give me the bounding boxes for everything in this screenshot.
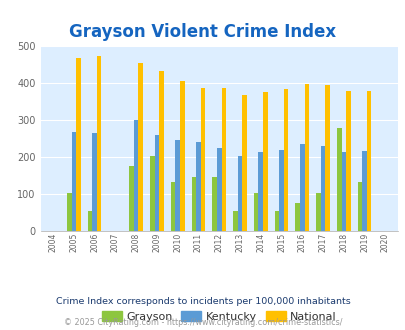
Bar xyxy=(97,56,101,231)
Text: Crime Index corresponds to incidents per 100,000 inhabitants: Crime Index corresponds to incidents per… xyxy=(55,297,350,307)
Bar xyxy=(71,132,76,231)
Bar xyxy=(366,91,371,231)
Bar xyxy=(258,151,262,231)
Bar xyxy=(299,144,304,231)
Bar xyxy=(134,120,138,231)
Bar xyxy=(87,212,92,231)
Bar xyxy=(159,71,163,231)
Bar xyxy=(212,177,216,231)
Bar xyxy=(67,193,71,231)
Bar xyxy=(253,193,258,231)
Text: © 2025 CityRating.com - https://www.cityrating.com/crime-statistics/: © 2025 CityRating.com - https://www.city… xyxy=(64,318,341,327)
Bar xyxy=(262,92,267,231)
Bar xyxy=(336,128,341,231)
Bar xyxy=(216,148,221,231)
Bar xyxy=(129,166,134,231)
Bar xyxy=(357,182,362,231)
Bar xyxy=(171,182,175,231)
Bar xyxy=(154,135,159,231)
Legend: Grayson, Kentucky, National: Grayson, Kentucky, National xyxy=(97,307,341,326)
Bar xyxy=(324,85,329,231)
Bar xyxy=(320,147,324,231)
Bar xyxy=(200,88,205,231)
Bar xyxy=(295,203,299,231)
Bar xyxy=(221,88,226,231)
Bar xyxy=(274,211,279,231)
Bar xyxy=(138,63,143,231)
Bar xyxy=(283,89,288,231)
Bar xyxy=(279,150,283,231)
Bar xyxy=(175,140,179,231)
Bar xyxy=(237,156,242,231)
Bar xyxy=(232,212,237,231)
Bar xyxy=(304,84,309,231)
Bar xyxy=(92,133,97,231)
Bar xyxy=(150,156,154,231)
Bar xyxy=(242,95,246,231)
Bar xyxy=(196,142,200,231)
Bar xyxy=(345,90,350,231)
Text: Grayson Violent Crime Index: Grayson Violent Crime Index xyxy=(69,23,336,41)
Bar xyxy=(191,177,196,231)
Bar xyxy=(315,193,320,231)
Bar xyxy=(179,81,184,231)
Bar xyxy=(341,151,345,231)
Bar xyxy=(362,151,366,231)
Bar xyxy=(76,58,81,231)
